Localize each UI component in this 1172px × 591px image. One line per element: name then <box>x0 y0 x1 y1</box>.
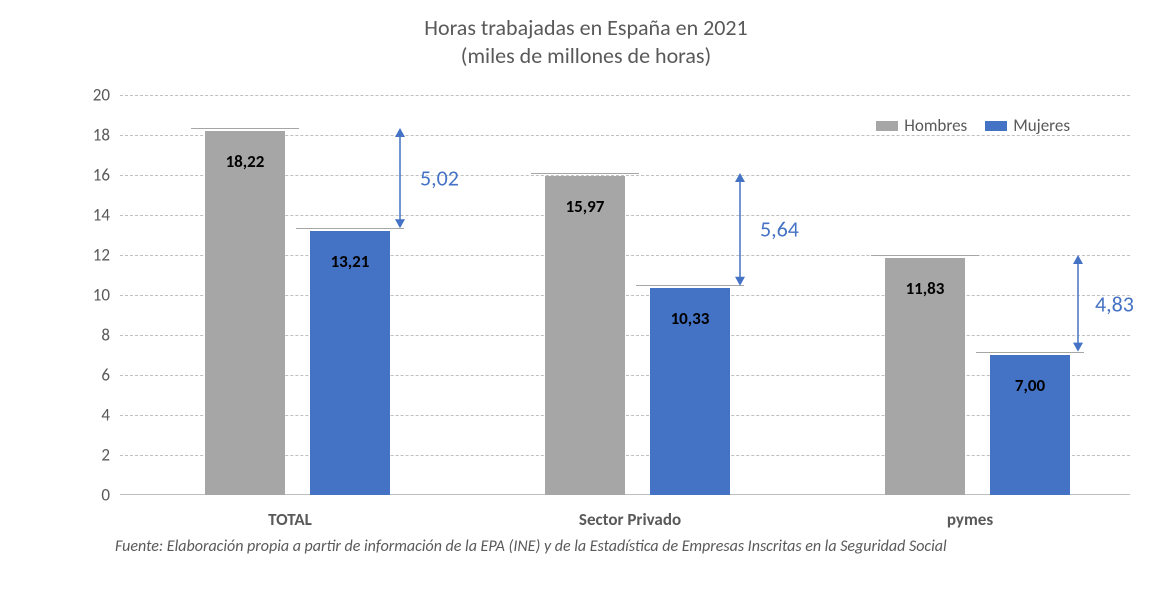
gridline <box>120 95 1130 96</box>
bar-mujeres: 10,33 <box>650 288 730 495</box>
legend-item: Hombres <box>876 115 967 136</box>
category-label: TOTAL <box>268 509 312 530</box>
bar-value-label: 7,00 <box>1015 375 1045 396</box>
bar-hombres: 11,83 <box>885 258 965 495</box>
y-tick-label: 20 <box>93 85 120 106</box>
bar-value-label: 10,33 <box>671 308 710 329</box>
y-tick-label: 14 <box>93 205 120 226</box>
bar-cap-line <box>636 285 744 286</box>
bar-cap-line <box>531 173 639 174</box>
bar-hombres: 15,97 <box>545 176 625 495</box>
diff-value-label: 5,64 <box>760 216 799 243</box>
y-tick-label: 18 <box>93 125 120 146</box>
source-note: Fuente: Elaboración propia a partir de i… <box>115 537 1075 558</box>
bar-hombres: 18,22 <box>205 131 285 495</box>
legend-label: Hombres <box>904 115 967 136</box>
chart-title: Horas trabajadas en España en 2021 (mile… <box>0 14 1172 69</box>
y-tick-label: 12 <box>93 245 120 266</box>
bar-mujeres: 13,21 <box>310 231 390 495</box>
chart-title-line1: Horas trabajadas en España en 2021 <box>424 14 747 41</box>
y-tick-label: 2 <box>101 445 120 466</box>
bar-cap-line <box>871 255 979 256</box>
y-tick-label: 8 <box>101 325 120 346</box>
bar-cap-line <box>296 228 404 229</box>
y-tick-label: 4 <box>101 405 120 426</box>
plot-area: 02468101214161820HombresMujeres18,2213,2… <box>120 95 1130 495</box>
y-tick-label: 6 <box>101 365 120 386</box>
legend-label: Mujeres <box>1013 115 1070 136</box>
diff-arrow <box>1070 255 1086 352</box>
legend: Hombres Mujeres <box>876 115 1070 136</box>
legend-swatch <box>985 121 1007 131</box>
bar-value-label: 15,97 <box>566 196 605 217</box>
diff-value-label: 4,83 <box>1095 290 1134 317</box>
diff-arrow <box>732 173 748 286</box>
chart-root: Horas trabajadas en España en 2021 (mile… <box>0 0 1172 591</box>
legend-item: Mujeres <box>985 115 1070 136</box>
category-label: pymes <box>947 509 993 530</box>
category-label: Sector Privado <box>579 509 681 530</box>
bar-value-label: 13,21 <box>331 251 370 272</box>
y-tick-label: 0 <box>101 485 120 506</box>
bar-mujeres: 7,00 <box>990 355 1070 495</box>
y-tick-label: 16 <box>93 165 120 186</box>
y-tick-label: 10 <box>93 285 120 306</box>
bar-value-label: 18,22 <box>226 151 265 172</box>
legend-swatch <box>876 121 898 131</box>
diff-value-label: 5,02 <box>420 164 459 191</box>
bar-cap-line <box>976 352 1084 353</box>
diff-arrow <box>392 128 408 228</box>
chart-title-line2: (miles de millones de horas) <box>461 42 711 69</box>
bar-cap-line <box>191 128 299 129</box>
bar-value-label: 11,83 <box>906 278 945 299</box>
